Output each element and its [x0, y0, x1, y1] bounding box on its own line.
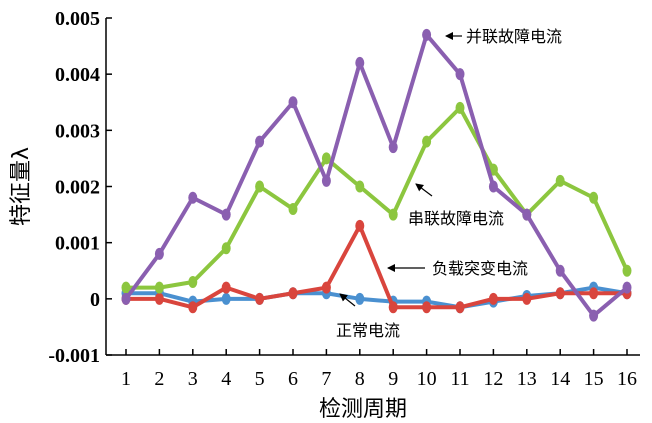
x-tick-label: 13	[517, 368, 537, 390]
annotation-parallel: 并联故障电流	[445, 27, 562, 46]
data-point-parallel	[589, 309, 599, 322]
data-point-normal	[355, 292, 365, 305]
data-point-parallel	[522, 208, 532, 221]
data-point-series	[121, 281, 131, 294]
y-tick-label: 0.001	[55, 233, 100, 255]
series-layer	[121, 28, 632, 322]
data-point-series	[555, 174, 565, 187]
data-point-series	[355, 180, 365, 193]
data-point-load	[154, 292, 164, 305]
x-tick-label: 9	[388, 368, 398, 390]
annotation-arrow	[339, 293, 356, 307]
series-line-parallel	[124, 32, 629, 318]
data-point-series	[255, 180, 265, 193]
x-tick-label: 4	[221, 368, 231, 390]
annotation-normal: 正常电流	[336, 293, 400, 340]
data-point-load	[488, 292, 498, 305]
x-ticks: 1 2 3 4 5 6 7 8 9 10 11 12 13 14 15 16	[121, 349, 637, 390]
data-point-load	[321, 281, 331, 294]
series-line-series	[126, 105, 629, 290]
data-point-series	[188, 275, 198, 288]
x-axis-title: 检测周期	[319, 397, 407, 422]
data-point-load	[589, 287, 599, 300]
x-tick-label: 2	[154, 368, 164, 390]
data-point-load	[455, 301, 465, 314]
data-point-parallel	[255, 135, 265, 148]
x-tick-label: 16	[617, 368, 637, 390]
x-tick-label: 11	[450, 368, 469, 390]
data-point-load	[188, 301, 198, 314]
data-point-series	[622, 264, 632, 277]
y-tick-label: 0.005	[55, 8, 100, 30]
x-tick-label: 12	[483, 368, 503, 390]
data-point-load	[288, 287, 298, 300]
data-point-series	[388, 208, 398, 221]
data-point-parallel	[455, 68, 465, 81]
data-point-parallel	[288, 96, 298, 109]
data-point-parallel	[188, 191, 198, 204]
data-point-series	[288, 202, 298, 215]
data-point-load	[522, 292, 532, 305]
x-tick-label: 8	[355, 368, 365, 390]
data-point-parallel	[321, 174, 331, 187]
data-point-load	[255, 292, 265, 305]
data-point-parallel	[555, 264, 565, 277]
data-point-load	[355, 219, 365, 232]
series-normal	[121, 281, 632, 314]
y-tick-label: 0	[90, 289, 100, 311]
x-tick-label: 3	[188, 368, 198, 390]
x-tick-label: 15	[584, 368, 604, 390]
series-line-load	[126, 223, 627, 310]
data-point-load	[422, 301, 432, 314]
data-point-load	[221, 281, 231, 294]
data-point-normal	[221, 292, 231, 305]
data-point-series	[154, 281, 164, 294]
data-point-load	[555, 287, 565, 300]
data-point-series	[422, 135, 432, 148]
annotation-label: 并联故障电流	[466, 27, 562, 46]
x-tick-label: 7	[321, 368, 331, 390]
x-tick-label: 14	[550, 368, 570, 390]
data-point-series	[455, 101, 465, 114]
data-point-parallel	[221, 208, 231, 221]
data-point-parallel	[154, 247, 164, 260]
x-tick-label: 6	[288, 368, 298, 390]
y-tick-label: 0.003	[55, 120, 100, 142]
annotation-label: 负载突变电流	[432, 259, 528, 278]
y-ticks: -0.001 0 0.001 0.002 0.003 0.004 0.005	[48, 8, 112, 367]
y-tick-label: -0.001	[48, 345, 100, 367]
annotation-series: 串联故障电流	[408, 183, 504, 228]
data-point-parallel	[422, 28, 432, 41]
y-tick-label: 0.002	[55, 177, 100, 199]
data-point-series	[589, 191, 599, 204]
annotation-label: 正常电流	[336, 321, 400, 340]
annotation-label: 串联故障电流	[408, 209, 504, 228]
data-point-parallel	[121, 292, 131, 305]
y-tick-label: 0.004	[55, 64, 100, 86]
data-point-parallel	[488, 180, 498, 193]
data-point-parallel	[388, 141, 398, 154]
annotation-arrow	[415, 183, 433, 197]
data-point-series	[221, 242, 231, 255]
x-tick-label: 1	[121, 368, 131, 390]
x-tick-label: 5	[255, 368, 265, 390]
data-point-parallel	[622, 281, 632, 294]
series-parallel	[121, 28, 632, 322]
annotation-load: 负载突变电流	[387, 259, 528, 278]
y-axis-title: 特征量λ	[9, 147, 34, 226]
data-point-load	[388, 301, 398, 314]
x-tick-label: 10	[417, 368, 437, 390]
data-point-series	[321, 152, 331, 165]
data-point-parallel	[355, 56, 365, 69]
